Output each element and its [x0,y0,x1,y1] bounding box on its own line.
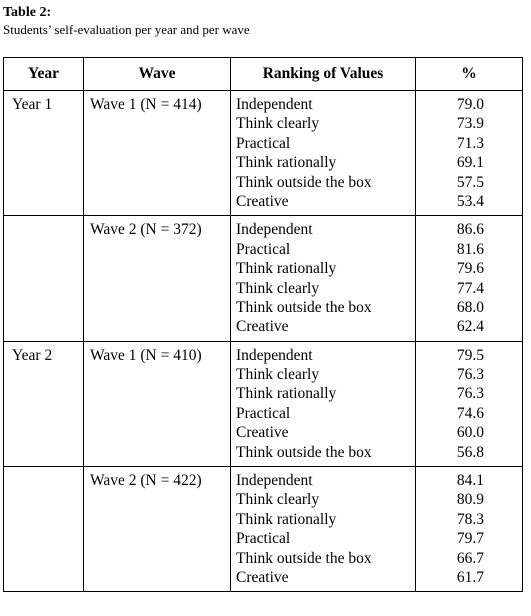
pct-value: 86.6 [456,221,484,239]
table-caption: Table 2: Students’ self-evaluation per y… [3,4,250,38]
pct-value: 69.1 [456,154,484,172]
pct-value: 79.5 [456,346,484,364]
self-evaluation-table: Year Wave Ranking of Values % Year 1 Wave… [3,57,523,593]
table-body: Year 1 Wave 1 (N = 414) Independent Think c… [3,89,523,593]
pct-cell: 79.5 76.3 76.3 74.6 60.0 56.8 [415,340,523,468]
wave-label: Wave 2 (N = 422) [90,472,202,490]
pct-value: 71.3 [456,134,484,152]
wave-cell: Wave 1 (N = 410) [83,340,231,468]
value-item: Independent [236,96,313,113]
pct-value: 81.6 [456,240,484,258]
pct-cell: 84.1 80.9 78.3 79.7 66.7 61.7 [415,466,523,593]
value-item: Practical [236,240,291,258]
value-item: Practical [236,404,291,422]
pct-cell: 79.0 73.9 71.3 69.1 57.5 53.4 [415,89,523,217]
pct-value: 68.0 [456,298,484,316]
wave-label: Wave 2 (N = 372) [90,221,202,239]
value-item: Think outside the box [236,173,372,191]
pct-value: 73.9 [456,115,484,133]
ranking-cell: Independent Think clearly Practical Think r… [230,89,416,217]
wave-header: Wave [83,57,231,91]
value-item: Think clearly [236,491,320,509]
pct-value: 74.6 [456,404,484,422]
ranking-cell: Independent Think clearly Think rationally… [230,340,416,468]
table-label: Table 2: [3,5,52,20]
year-cell [3,215,84,342]
wave-cell: Wave 2 (N = 372) [83,215,231,342]
value-item: Creative [236,192,289,210]
ranking-header: Ranking of Values [230,57,416,91]
year-cell: Year 2 [3,340,84,468]
year-label: Year 2 [12,346,53,364]
pct-value: 79.7 [456,530,484,548]
value-item: Think outside the box [236,443,372,461]
wave-label: Wave 1 (N = 410) [90,346,202,364]
header-row: Year Wave Ranking of Values % [3,57,523,91]
pct-value: 66.7 [456,549,484,567]
value-item: Practical [236,530,291,548]
value-item: Think rationally [236,260,337,278]
ranking-cell: Independent Think clearly Think rationally… [230,466,416,593]
year-label: Year 1 [12,96,53,113]
value-item: Think clearly [236,115,320,133]
wave-cell: Wave 1 (N = 414) [83,89,231,217]
pct-value: 77.4 [456,279,484,297]
ranking-cell: Independent Practical Think rationally Thin… [230,215,416,342]
value-item: Creative [236,568,289,586]
value-item: Creative [236,424,289,442]
table-row: Year 1 Wave 1 (N = 414) Independent Think c… [3,89,523,217]
value-item: Practical [236,134,291,152]
wave-label: Wave 1 (N = 414) [90,96,202,113]
pct-value: 53.4 [456,192,484,210]
year-cell: Year 1 [3,89,84,217]
value-item: Think rationally [236,385,337,403]
pct-value: 56.8 [456,443,484,461]
year-header: Year [3,57,84,91]
table-row: Wave 2 (N = 422) Independent Think clearly… [3,466,523,593]
pct-value: 60.0 [456,424,484,442]
value-item: Creative [236,318,289,336]
table-description: Students’ self-evaluation per year and p… [3,22,250,37]
table-row: Year 2 Wave 1 (N = 410) Independent Think c… [3,340,523,468]
value-item: Think outside the box [236,298,372,316]
value-item: Think clearly [236,366,320,384]
value-item: Independent [236,472,313,490]
pct-value: 62.4 [456,318,484,336]
year-label [12,220,83,239]
pct-value: 80.9 [456,491,484,509]
pct-cell: 86.6 81.6 79.6 77.4 68.0 62.4 [415,215,523,342]
value-item: Think rationally [236,510,337,528]
pct-header: % [415,57,523,91]
value-item: Independent [236,346,313,364]
value-item: Think rationally [236,154,337,172]
pct-value: 84.1 [456,472,484,490]
year-label [12,471,83,490]
pct-value: 79.0 [456,96,484,113]
pct-value: 61.7 [456,568,484,586]
pct-value: 57.5 [456,173,484,191]
pct-value: 76.3 [456,366,484,384]
pct-value: 76.3 [456,385,484,403]
year-cell [3,466,84,593]
table-row: Wave 2 (N = 372) Independent Practical Thin… [3,215,523,342]
pct-value: 79.6 [456,260,484,278]
value-item: Independent [236,221,313,239]
wave-cell: Wave 2 (N = 422) [83,466,231,593]
value-item: Think clearly [236,279,320,297]
value-item: Think outside the box [236,549,372,567]
pct-value: 78.3 [456,510,484,528]
